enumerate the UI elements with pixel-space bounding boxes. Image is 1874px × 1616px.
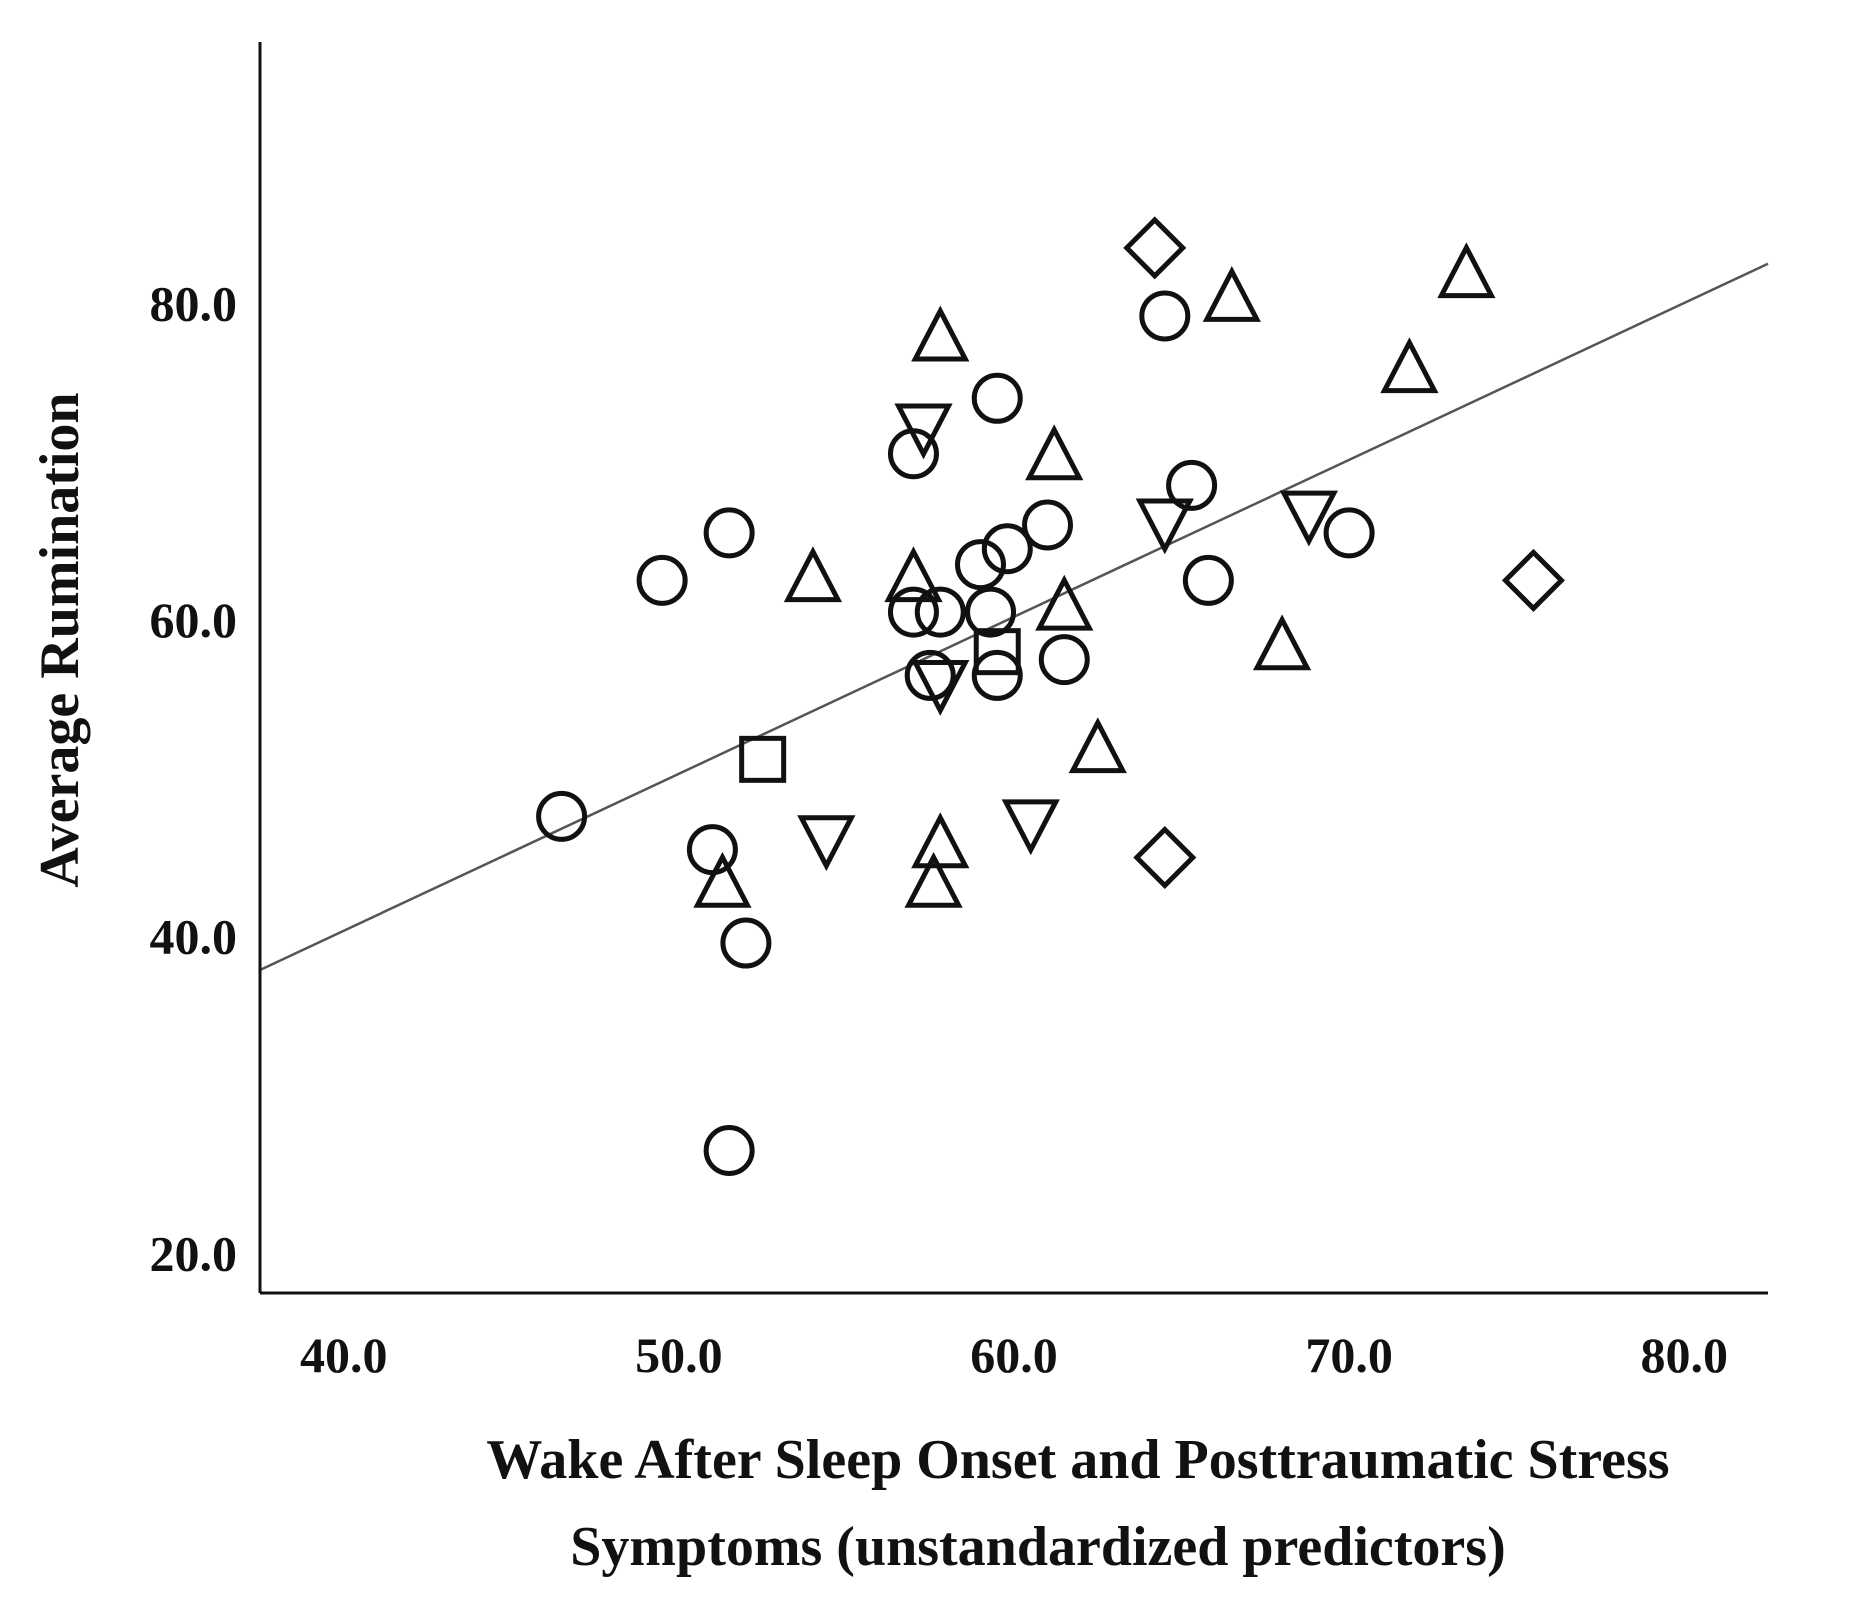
data-points [536,216,1565,1176]
triangle-up-marker [884,546,943,603]
triangle-up-marker [1035,574,1094,631]
circle-marker [703,1124,755,1176]
y-tick-label: 20.0 [150,1225,238,1281]
triangle-down-marker [1135,498,1194,555]
circle-marker [636,554,688,606]
diamond-marker [1123,216,1187,280]
circle-marker [720,917,772,969]
circle-marker [1038,634,1090,686]
axes [258,42,1768,1295]
circle-marker [1022,499,1074,551]
x-axis-title-line-1: Wake After Sleep Onset and Posttraumatic… [486,1429,1669,1491]
x-tick-label: 80.0 [1640,1327,1728,1383]
triangle-up-marker [911,812,970,869]
circle-marker [1182,554,1234,606]
circle-marker [536,790,588,842]
circle-marker [914,586,966,638]
circle-marker [965,586,1017,638]
square-marker [739,735,787,783]
circle-marker [703,507,755,559]
triangle-up-marker [783,546,843,603]
triangle-up-marker [904,851,963,908]
circle-marker [1139,290,1191,342]
triangle-up-marker [1437,242,1496,299]
triangle-up-marker [1202,265,1261,322]
diamond-marker [1133,825,1197,890]
triangle-up-marker [693,851,752,908]
triangle-up-marker [911,305,970,362]
x-axis-title-line-2: Symptoms (unstandardized predictors) [570,1516,1505,1578]
circle-marker [971,649,1023,701]
circle-marker [981,523,1033,575]
circle-marker [954,539,1006,591]
diamond-marker [1501,548,1565,612]
x-tick-label: 70.0 [1305,1327,1393,1383]
circle-marker [1323,507,1375,559]
circle-marker [1166,459,1218,511]
x-tick-label: 40.0 [300,1327,388,1383]
triangle-up-marker [1380,337,1439,394]
y-tick-label: 60.0 [150,592,238,648]
y-tick-label: 80.0 [150,275,238,331]
x-tick-label: 60.0 [970,1327,1058,1383]
triangle-down-marker [911,660,970,716]
square-marker [973,628,1021,676]
tick-labels: 40.0 50.0 60.0 70.0 80.0 20.0 40.0 60.0 80.0 [150,275,1728,1383]
circle-marker [904,649,956,701]
circle-marker [887,586,939,638]
y-tick-label: 40.0 [150,909,238,965]
x-tick-label: 50.0 [635,1327,723,1383]
circle-marker [971,372,1023,424]
triangle-up-marker [1252,614,1312,671]
y-axis-title: Average Rumination [29,392,91,887]
triangle-down-marker [797,815,856,872]
triangle-down-marker [1279,490,1339,547]
triangle-up-marker [1068,717,1127,774]
triangle-down-marker [1001,799,1060,856]
triangle-up-marker [1025,424,1084,481]
triangle-down-marker [894,403,953,460]
